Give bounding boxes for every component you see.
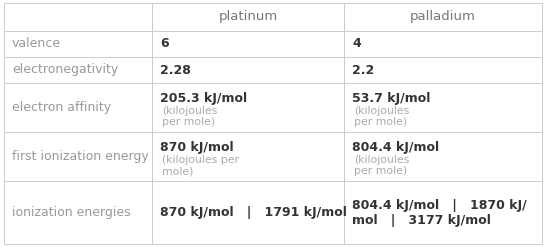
Text: platinum: platinum — [218, 11, 277, 23]
Text: (kilojoules per
mole): (kilojoules per mole) — [162, 155, 239, 176]
Text: 6: 6 — [160, 38, 169, 50]
Text: 2.28: 2.28 — [160, 63, 191, 77]
Text: 870 kJ/mol   |   1791 kJ/mol: 870 kJ/mol | 1791 kJ/mol — [160, 206, 347, 219]
Text: 53.7 kJ/mol: 53.7 kJ/mol — [352, 92, 430, 105]
Text: 4: 4 — [352, 38, 361, 50]
Text: 870 kJ/mol: 870 kJ/mol — [160, 141, 234, 154]
Text: 804.4 kJ/mol: 804.4 kJ/mol — [352, 141, 439, 154]
Text: (kilojoules
per mole): (kilojoules per mole) — [354, 105, 410, 127]
Text: 804.4 kJ/mol   |   1870 kJ/
mol   |   3177 kJ/mol: 804.4 kJ/mol | 1870 kJ/ mol | 3177 kJ/mo… — [352, 199, 527, 226]
Text: valence: valence — [12, 38, 61, 50]
Text: first ionization energy: first ionization energy — [12, 150, 149, 163]
Text: 205.3 kJ/mol: 205.3 kJ/mol — [160, 92, 247, 105]
Text: electronegativity: electronegativity — [12, 63, 118, 77]
Text: electron affinity: electron affinity — [12, 101, 111, 114]
Text: (kilojoules
per mole): (kilojoules per mole) — [162, 105, 217, 127]
Text: palladium: palladium — [410, 11, 476, 23]
Text: 2.2: 2.2 — [352, 63, 374, 77]
Text: (kilojoules
per mole): (kilojoules per mole) — [354, 155, 410, 176]
Text: ionization energies: ionization energies — [12, 206, 130, 219]
